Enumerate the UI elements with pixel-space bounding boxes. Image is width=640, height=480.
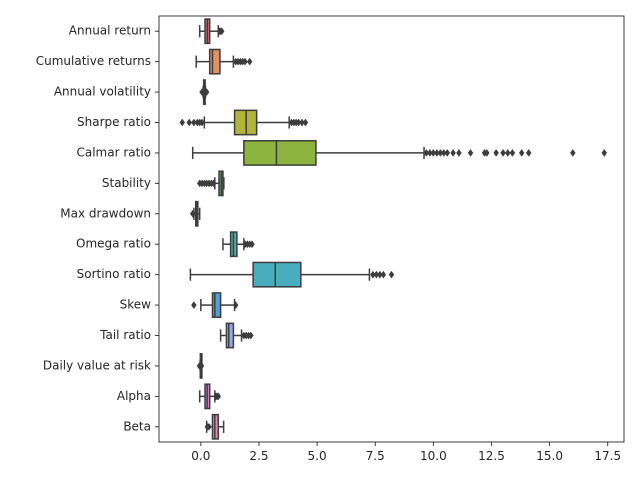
- x-axis-ticks: 0.0 2.5 5.0 7.5 10.0 12.5 15.0 17.5: [191, 442, 621, 463]
- y-tick-label: Calmar ratio: [76, 145, 151, 159]
- y-tick-label: Sortino ratio: [77, 267, 151, 281]
- y-tick-label: Sharpe ratio: [77, 115, 151, 129]
- y-tick-label: Max drawdown: [60, 206, 151, 220]
- box-group: [199, 79, 210, 105]
- outlier-point: [302, 118, 309, 127]
- outlier-point: [219, 27, 225, 36]
- outlier-point: [388, 270, 395, 279]
- x-tick-label: 15.0: [536, 449, 563, 463]
- y-tick-label: Tail ratio: [99, 328, 151, 342]
- box: [225, 322, 235, 349]
- box-group: [179, 109, 309, 136]
- x-tick-label: 17.5: [594, 449, 621, 463]
- outlier-point: [232, 301, 239, 310]
- box-group: [196, 170, 225, 197]
- boxes-layer: [179, 18, 607, 440]
- y-tick-label: Cumulative returns: [36, 54, 151, 68]
- outlier-point: [509, 148, 516, 157]
- box-group: [195, 48, 253, 75]
- outlier-point: [249, 240, 255, 249]
- box-group: [189, 261, 395, 288]
- y-tick-label: Stability: [102, 176, 151, 190]
- outlier-point: [467, 148, 474, 157]
- outlier-point: [456, 148, 462, 157]
- outlier-point: [190, 209, 197, 218]
- outlier-point: [191, 301, 197, 310]
- box-group: [198, 18, 225, 45]
- outlier-point: [500, 148, 506, 157]
- plot-frame: [158, 15, 625, 443]
- box: [208, 48, 221, 75]
- x-tick-label: 7.5: [366, 449, 385, 463]
- box-group: [204, 413, 225, 440]
- box: [211, 292, 222, 318]
- box-group: [191, 140, 607, 166]
- outlier-point: [246, 57, 253, 66]
- outlier-point: [186, 118, 192, 127]
- outlier-point: [215, 392, 222, 401]
- outlier-point: [179, 118, 186, 127]
- x-tick-label: 10.0: [420, 449, 447, 463]
- outlier-point: [504, 148, 511, 157]
- outlier-point: [570, 148, 576, 157]
- x-tick-label: 5.0: [308, 449, 327, 463]
- outlier-point: [199, 118, 205, 127]
- y-tick-label: Annual return: [69, 24, 151, 38]
- box-group: [219, 322, 254, 349]
- y-tick-label: Beta: [123, 419, 151, 433]
- box-group: [191, 292, 239, 318]
- y-axis-labels: Annual return Cumulative returns Annual vo…: [36, 24, 159, 433]
- outlier-point: [210, 179, 217, 188]
- outlier-point: [450, 148, 456, 157]
- outlier-point: [525, 148, 532, 157]
- box: [252, 261, 302, 288]
- y-tick-label: Daily value at risk: [43, 358, 151, 372]
- box-group: [198, 383, 222, 410]
- box: [243, 140, 317, 166]
- x-tick-label: 0.0: [191, 449, 210, 463]
- x-tick-label: 2.5: [249, 449, 268, 463]
- outlier-point: [601, 148, 607, 157]
- outlier-point: [444, 148, 451, 157]
- outlier-point: [484, 148, 490, 157]
- y-tick-label: Skew: [120, 298, 152, 312]
- outlier-point: [242, 57, 248, 66]
- box-group: [189, 200, 201, 227]
- outlier-point: [248, 331, 254, 340]
- x-tick-label: 12.5: [478, 449, 505, 463]
- outlier-point: [493, 148, 499, 157]
- outlier-point: [380, 270, 387, 279]
- outlier-point: [518, 148, 525, 157]
- outlier-point: [206, 422, 212, 431]
- box-group: [196, 353, 205, 379]
- outlier-point: [198, 361, 205, 370]
- outlier-point: [203, 88, 210, 97]
- y-tick-label: Alpha: [117, 389, 151, 403]
- y-tick-label: Omega ratio: [76, 237, 151, 251]
- y-tick-label: Annual volatility: [54, 85, 151, 99]
- box-group: [222, 231, 255, 258]
